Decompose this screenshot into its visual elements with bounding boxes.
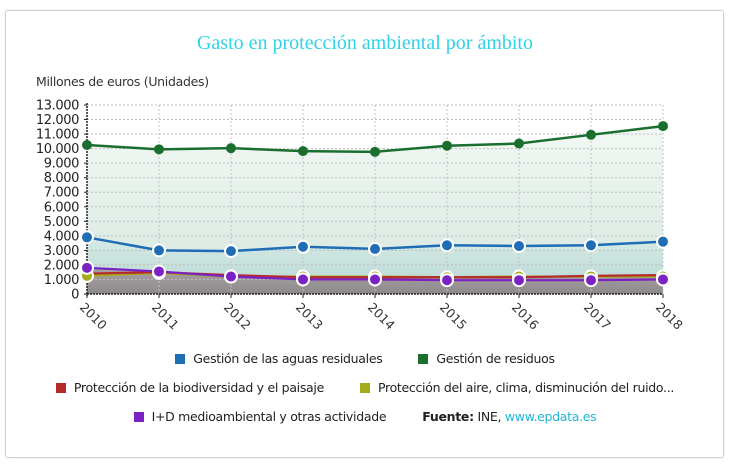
data-point[interactable]	[80, 230, 94, 245]
area-gestion-residuos	[87, 126, 663, 252]
legend-row-2: Protección de la biodiversidad y el pais…	[0, 380, 730, 395]
legend-label: Protección del aire, clima, disminución …	[377, 380, 675, 395]
y-tick-label: 7.000	[44, 186, 79, 201]
data-point[interactable]	[442, 140, 452, 151]
x-tick-label: 2017	[581, 300, 614, 333]
data-point[interactable]	[586, 129, 596, 140]
y-tick-label: 10.000	[36, 142, 79, 157]
legend-item-id-medioambiental[interactable]: I+D medioambiental y otras actividade	[133, 409, 387, 424]
y-axis-label: Millones de euros (Unidades)	[36, 74, 209, 89]
source-text: INE,	[473, 409, 505, 424]
source-label: Fuente:	[422, 409, 474, 424]
x-tick-label: 2015	[437, 300, 470, 333]
data-point[interactable]	[584, 238, 598, 253]
data-point[interactable]	[296, 239, 310, 254]
data-point[interactable]	[226, 143, 236, 154]
legend-row-3: I+D medioambiental y otras actividade Fu…	[0, 409, 730, 424]
y-tick-label: 11.000	[36, 128, 79, 143]
y-tick-label: 3.000	[44, 244, 79, 259]
data-point[interactable]	[152, 243, 166, 258]
y-tick-label: 2.000	[44, 258, 79, 273]
y-tick-label: 6.000	[44, 200, 79, 215]
x-tick-label: 2018	[653, 300, 686, 333]
data-point[interactable]	[80, 260, 94, 275]
data-point[interactable]	[656, 272, 670, 287]
data-point[interactable]	[370, 146, 380, 157]
legend-row-1: Gestión de las aguas residuales Gestión …	[0, 351, 730, 366]
legend-item-aguas-residuales[interactable]: Gestión de las aguas residuales	[175, 351, 383, 366]
data-point[interactable]	[656, 234, 670, 249]
chart-title: Gasto en protección ambiental por ámbito	[196, 32, 533, 54]
series-points	[80, 121, 670, 288]
legend-swatch-red	[55, 382, 66, 393]
y-tick-labels: 01.0002.0003.0004.0005.0006.0007.0008.00…	[36, 99, 80, 303]
x-tick-label: 2014	[365, 300, 398, 333]
legend-label: Protección de la biodiversidad y el pais…	[73, 380, 324, 395]
source-credit: Fuente: INE, www.epdata.es	[422, 409, 596, 424]
legend-item-aire-clima[interactable]: Protección del aire, clima, disminución …	[359, 380, 675, 395]
x-tick-label: 2012	[221, 300, 254, 333]
y-tick-label: 12.000	[36, 113, 79, 128]
x-tick-label: 2013	[293, 300, 326, 333]
y-tick-label: 9.000	[44, 157, 79, 172]
data-point[interactable]	[154, 144, 164, 155]
y-tick-label: 0	[71, 288, 79, 303]
data-point[interactable]	[658, 121, 668, 132]
data-point[interactable]	[514, 138, 524, 149]
data-point[interactable]	[440, 273, 454, 288]
y-tick-label: 1.000	[44, 273, 79, 288]
data-point[interactable]	[152, 264, 166, 279]
legend-swatch-green	[418, 353, 429, 364]
data-point[interactable]	[440, 238, 454, 253]
legend-label: Gestión de residuos	[436, 351, 555, 366]
data-point[interactable]	[296, 272, 310, 287]
legend-item-residuos[interactable]: Gestión de residuos	[418, 351, 555, 366]
data-point[interactable]	[224, 269, 238, 284]
x-tick-label: 2011	[149, 300, 182, 333]
data-point[interactable]	[512, 273, 526, 288]
x-tick-label: 2010	[77, 300, 110, 333]
legend-swatch-purple	[133, 411, 144, 422]
source-link[interactable]: www.epdata.es	[504, 409, 597, 424]
legend-swatch-olive	[359, 382, 370, 393]
x-tick-label: 2016	[509, 300, 542, 333]
data-point[interactable]	[298, 146, 308, 157]
data-point[interactable]	[82, 139, 92, 150]
y-tick-label: 5.000	[44, 215, 79, 230]
legend-label: I+D medioambiental y otras actividade	[151, 409, 387, 424]
y-tick-label: 8.000	[44, 171, 79, 186]
y-tick-label: 4.000	[44, 229, 79, 244]
data-point[interactable]	[368, 272, 382, 287]
legend-item-biodiversidad[interactable]: Protección de la biodiversidad y el pais…	[55, 380, 324, 395]
data-point[interactable]	[512, 239, 526, 254]
legend-label: Gestión de las aguas residuales	[193, 351, 383, 366]
y-tick-label: 13.000	[36, 99, 79, 114]
data-point[interactable]	[584, 273, 598, 288]
data-point[interactable]	[224, 244, 238, 259]
legend-swatch-blue	[175, 353, 186, 364]
x-tick-labels: 2010 2011 2012 2013 2014 2015 2016 2017 2018	[77, 300, 686, 333]
data-point[interactable]	[368, 241, 382, 256]
